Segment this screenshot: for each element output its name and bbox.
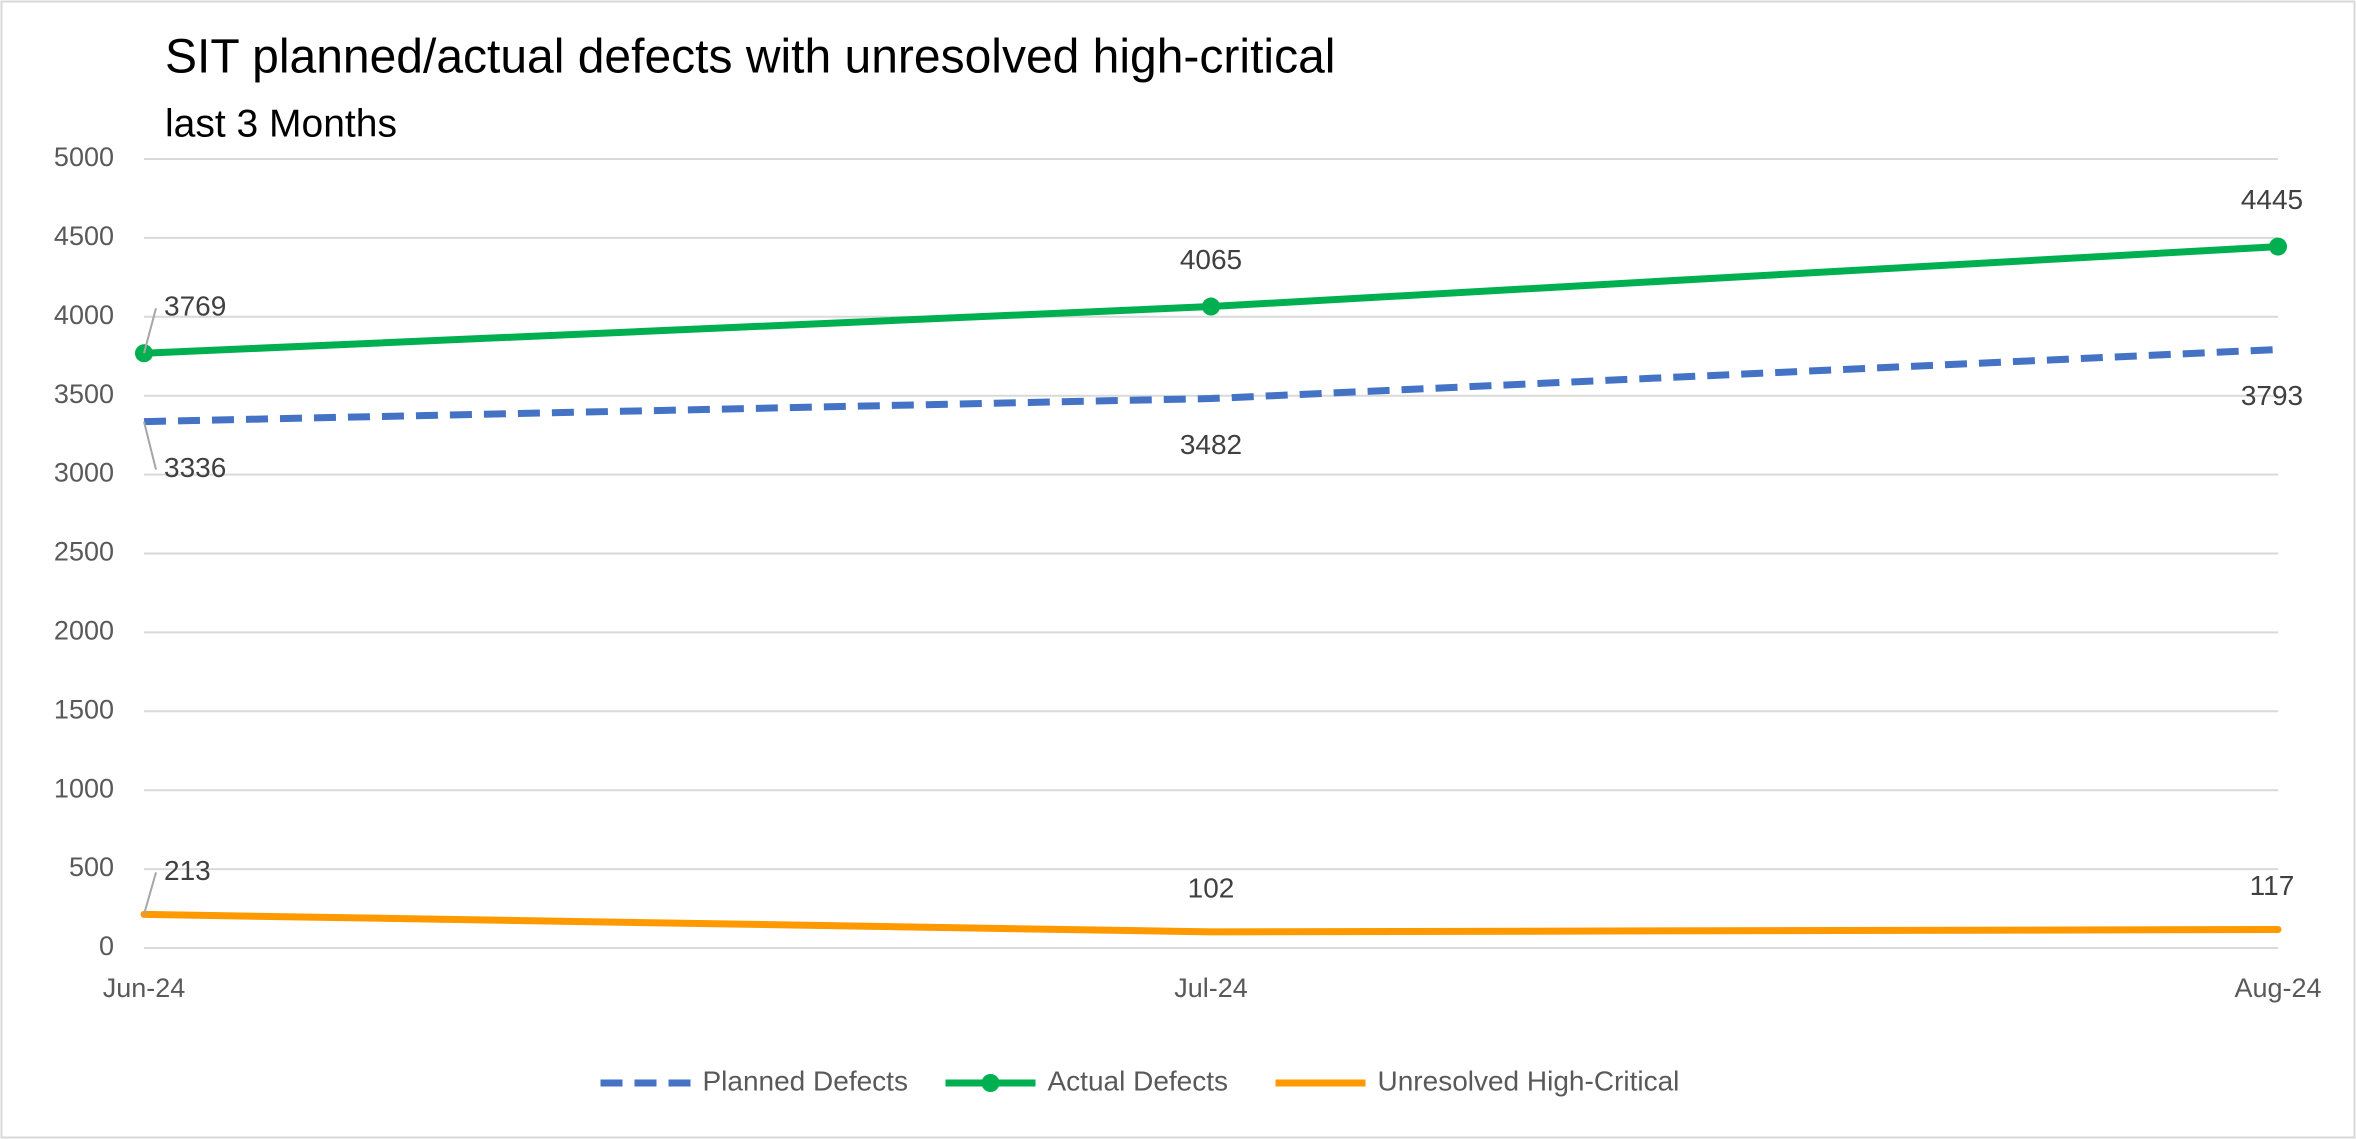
y-tick-label: 4500 bbox=[54, 221, 114, 251]
legend-label: Actual Defects bbox=[1048, 1065, 1229, 1096]
marker bbox=[2269, 237, 2287, 256]
data-label: 117 bbox=[2250, 870, 2295, 901]
x-tick-label: Aug-24 bbox=[2234, 973, 2321, 1003]
legend-marker bbox=[981, 1074, 1000, 1092]
data-label: 3482 bbox=[1180, 429, 1242, 460]
legend-label: Planned Defects bbox=[703, 1065, 908, 1096]
data-label: 3336 bbox=[164, 452, 226, 483]
y-tick-label: 5000 bbox=[54, 142, 114, 172]
y-tick-label: 0 bbox=[99, 931, 114, 961]
leader-line bbox=[143, 307, 157, 354]
x-tick-label: Jul-24 bbox=[1174, 973, 1248, 1003]
y-tick-label: 4000 bbox=[54, 300, 114, 330]
data-label: 102 bbox=[1188, 872, 1235, 903]
data-label: 3793 bbox=[2241, 380, 2303, 411]
series-line bbox=[143, 345, 2279, 426]
chart-subtitle: last 3 Months bbox=[165, 102, 397, 145]
leader-line bbox=[143, 421, 157, 470]
y-tick-label: 2000 bbox=[54, 616, 114, 646]
data-label: 4445 bbox=[2241, 184, 2303, 215]
y-tick-label: 3000 bbox=[54, 458, 114, 488]
leader-line bbox=[143, 872, 157, 915]
data-label: 3769 bbox=[164, 291, 226, 322]
x-tick-label: Jun-24 bbox=[103, 973, 186, 1003]
chart-title: SIT planned/actual defects with unresolv… bbox=[165, 31, 1335, 84]
y-tick-label: 2500 bbox=[54, 537, 114, 567]
legend-label: Unresolved High-Critical bbox=[1378, 1065, 1680, 1096]
y-tick-label: 3500 bbox=[54, 379, 114, 409]
y-tick-label: 1500 bbox=[54, 694, 114, 724]
y-tick-label: 1000 bbox=[54, 773, 114, 803]
marker bbox=[1202, 297, 1220, 316]
series-line bbox=[140, 910, 2282, 936]
data-label: 4065 bbox=[1180, 244, 1242, 275]
data-label: 213 bbox=[164, 855, 211, 886]
y-tick-label: 500 bbox=[69, 852, 114, 882]
